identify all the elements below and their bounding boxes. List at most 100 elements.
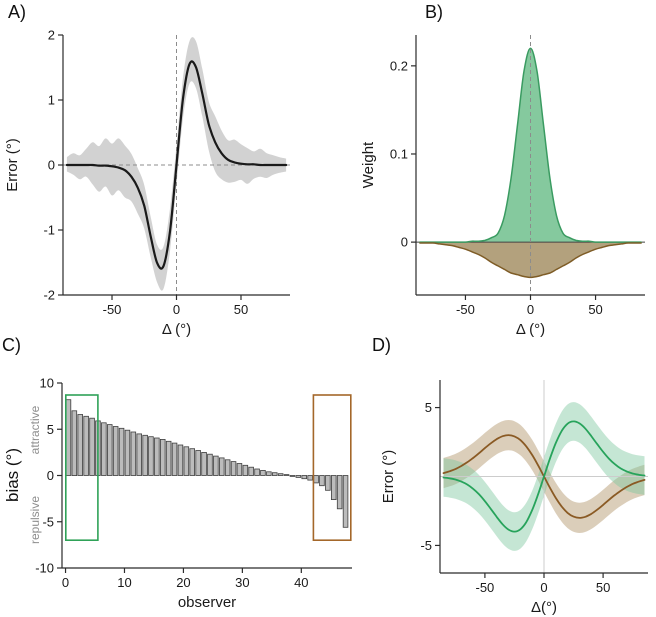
bias-bar (71, 410, 78, 477)
x-axis-label: Δ(°) (531, 599, 557, 616)
bias-bar (89, 417, 95, 476)
bias-bar (342, 475, 349, 528)
bias-bar (248, 466, 254, 476)
y-axis-label: Error (°) (4, 138, 21, 192)
x-tick-label: 40 (294, 575, 308, 590)
bias-bar (148, 436, 154, 476)
x-tick-label: 0 (173, 302, 180, 317)
bias-bar (130, 431, 137, 476)
x-tick-label: -50 (476, 580, 495, 595)
bias-bar (171, 442, 178, 476)
x-axis-label: observer (178, 594, 236, 611)
y-tick-label: -5 (42, 514, 54, 529)
y-tick-label: 10 (40, 376, 54, 391)
panel-c-label: C) (2, 335, 21, 355)
bias-bar (124, 429, 131, 476)
bias-bar (271, 472, 278, 476)
y-tick-label: 0 (401, 235, 408, 250)
x-tick-label: 0 (540, 580, 547, 595)
y-tick-label: 2 (48, 28, 55, 43)
bias-bar (136, 433, 142, 476)
bias-bar (325, 475, 331, 491)
y-tick-label: 0 (48, 158, 55, 173)
x-tick-label: 50 (596, 580, 610, 595)
bias-bar (266, 471, 272, 476)
x-axis-label: Δ (°) (162, 321, 191, 338)
bias-bar (213, 455, 219, 476)
repulsive-weight-line (419, 242, 642, 279)
y-tick-label: 0.1 (390, 146, 408, 161)
x-tick-label: 10 (117, 575, 131, 590)
panel-d-label: D) (372, 335, 391, 355)
bias-bar (177, 444, 184, 476)
panel-c-chart: -10 -5 0 5 10 0 10 20 30 40 observer (35, 376, 352, 611)
attractive-observers-box (65, 394, 99, 541)
bias-bar (260, 469, 266, 476)
bias-bar (142, 434, 148, 476)
bias-bar (254, 468, 260, 476)
attractive-group-error-line (442, 420, 646, 533)
attractive-weight-area (419, 48, 642, 243)
mean-error-line (65, 60, 288, 270)
bias-bar (242, 464, 249, 476)
bias-bar (77, 414, 84, 476)
bias-bar (336, 475, 343, 510)
bias-bar (289, 475, 296, 477)
bias-bar (112, 426, 119, 476)
x-tick-label: -50 (456, 302, 475, 317)
bias-bar (165, 440, 172, 476)
x-tick-label: -50 (103, 302, 122, 317)
attractive-label: attractive (28, 405, 42, 455)
bias-bar (154, 437, 160, 476)
panel-b-label: B) (425, 2, 443, 22)
bias-bar (118, 427, 125, 476)
y-tick-label: -2 (43, 288, 55, 303)
y-axis-label: Error (°) (380, 450, 397, 504)
bias-bar (301, 475, 307, 480)
y-tick-label: -5 (420, 538, 432, 553)
panel-a-label: A) (8, 2, 26, 22)
y-tick-label: 1 (48, 93, 55, 108)
bias-bar (83, 415, 89, 476)
bias-bar (319, 475, 325, 487)
y-tick-label: 5 (425, 400, 432, 415)
bias-bar (207, 453, 213, 476)
y-tick-label: 5 (47, 422, 54, 437)
y-axis-label: Weight (360, 141, 377, 188)
bias-bar (195, 450, 201, 476)
bias-bar (218, 457, 225, 476)
panel-b-chart: 0 0.1 0.2 -50 0 50 Δ (°) Weight (360, 35, 645, 338)
y-tick-label: 0 (47, 468, 54, 483)
repulsive-observers-box (312, 394, 352, 541)
bias-bar (183, 446, 190, 476)
x-tick-label: 30 (235, 575, 249, 590)
bias-bar (295, 475, 302, 478)
panel-a-chart: -2 -1 0 1 2 -50 0 50 Δ (°) Error (°) (4, 28, 290, 338)
x-axis-label: Δ (°) (516, 321, 545, 338)
bias-bar (313, 475, 319, 484)
x-tick-label: 20 (176, 575, 190, 590)
bias-bar (236, 463, 243, 476)
bias-bar (283, 474, 290, 476)
bias-bar (330, 475, 337, 501)
bias-bar (101, 422, 107, 476)
bias-bar (230, 461, 237, 476)
bias-bar (107, 424, 113, 476)
x-tick-label: 0 (62, 575, 69, 590)
attractive-weight-line (419, 47, 642, 243)
bias-bar (277, 473, 284, 476)
bias-bar (307, 475, 313, 481)
bias-bar (224, 459, 231, 476)
repulsive-label: repulsive (28, 495, 42, 545)
x-tick-label: 50 (234, 302, 248, 317)
x-tick-label: 50 (588, 302, 602, 317)
panel-d-chart: -5 5 -50 0 50 Δ(°) Error (°) (380, 380, 648, 616)
x-tick-label: 0 (527, 302, 534, 317)
bias-bar (189, 448, 195, 476)
y-tick-label: 0.2 (390, 58, 408, 73)
bias-bar (201, 452, 207, 476)
y-tick-label: -1 (43, 223, 55, 238)
bias-bar (159, 439, 166, 476)
y-tick-label: -10 (35, 561, 54, 576)
